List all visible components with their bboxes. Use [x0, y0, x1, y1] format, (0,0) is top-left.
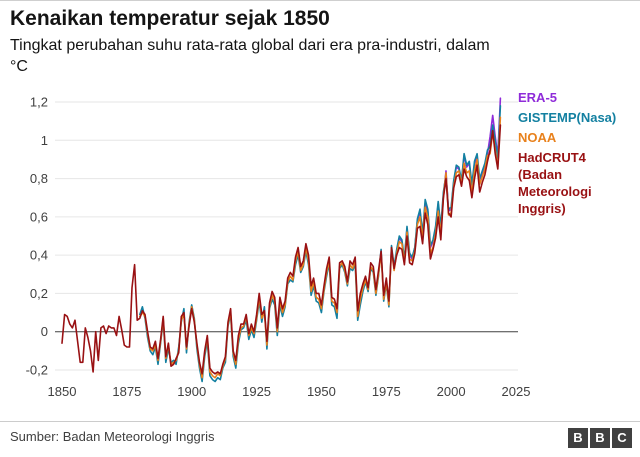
x-tick-label: 1950 — [307, 384, 336, 399]
chart-legend: ERA-5 GISTEMP(Nasa) NOAA HadCRUT4 (Badan Me… — [518, 89, 630, 220]
x-tick-label: 1900 — [177, 384, 206, 399]
legend-item-hadcrut4: HadCRUT4 (Badan Meteorologi Inggris) — [518, 150, 592, 216]
chart-subtitle: Tingkat perubahan suhu rata-rata global … — [10, 37, 490, 75]
bbc-logo-block: C — [612, 428, 632, 448]
y-tick-label: 0,4 — [30, 248, 48, 263]
legend-item-era5: ERA-5 — [518, 90, 558, 105]
x-tick-label: 2025 — [502, 384, 531, 399]
x-tick-label: 1925 — [242, 384, 271, 399]
y-tick-label: 0,6 — [30, 209, 48, 224]
y-tick-label: 0,8 — [30, 171, 48, 186]
y-tick-label: 0 — [41, 324, 48, 339]
x-tick-label: 1850 — [48, 384, 77, 399]
x-tick-label: 2000 — [437, 384, 466, 399]
legend-item-noaa: NOAA — [518, 130, 557, 145]
x-tick-label: 1875 — [112, 384, 141, 399]
source-credit: Sumber: Badan Meteorologi Inggris — [10, 429, 215, 444]
footer-divider — [0, 421, 640, 422]
bbc-logo-block: B — [590, 428, 610, 448]
series-line-hadcrut4 — [61, 124, 502, 375]
bbc-logo-block: B — [568, 428, 588, 448]
chart-title: Kenaikan temperatur sejak 1850 — [10, 7, 330, 30]
series-line-era5 — [395, 97, 502, 262]
y-tick-label: 0,2 — [30, 286, 48, 301]
series-line-gistemp — [139, 104, 502, 383]
y-tick-label: 1,2 — [30, 95, 48, 110]
y-tick-label: 1 — [41, 133, 48, 148]
series-line-noaa — [139, 116, 502, 379]
legend-item-gistemp: GISTEMP(Nasa) — [518, 110, 617, 125]
x-tick-label: 1975 — [372, 384, 401, 399]
y-tick-label: -0,2 — [26, 363, 48, 378]
